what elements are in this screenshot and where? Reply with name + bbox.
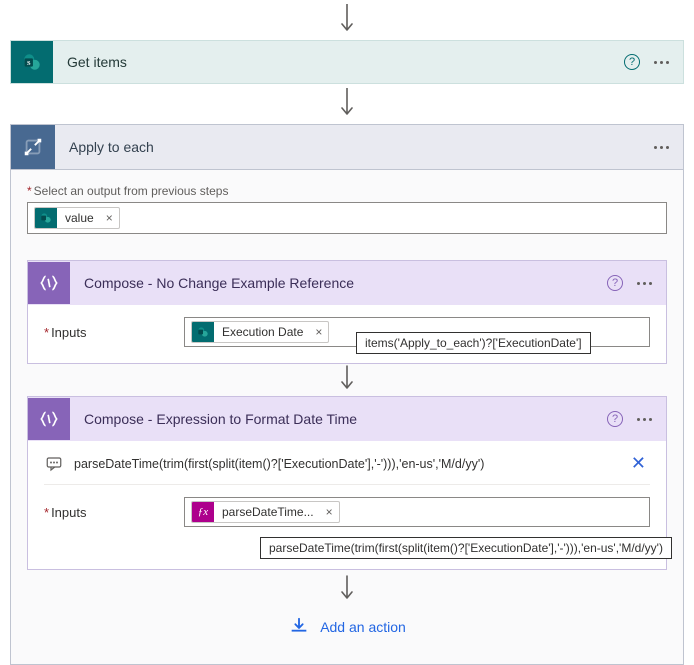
comment-icon (44, 454, 64, 474)
inputs-label: *Inputs (44, 505, 184, 520)
flow-connector (10, 0, 684, 40)
compose-header[interactable]: Compose - No Change Example Reference ? (28, 261, 666, 305)
data-operation-icon (28, 398, 70, 440)
token-remove[interactable]: × (320, 505, 339, 519)
data-operation-icon (28, 262, 70, 304)
inputs-label: *Inputs (44, 325, 184, 340)
insert-step-icon (288, 616, 310, 638)
add-action-button[interactable]: Add an action (27, 616, 667, 638)
token-fx-expression[interactable]: ƒx parseDateTime... × (191, 501, 340, 523)
token-remove[interactable]: × (309, 325, 328, 339)
control-apply-to-each: Apply to each *Select an output from pre… (10, 124, 684, 665)
select-output-input[interactable]: value × (27, 202, 667, 234)
expression-readout: parseDateTime(trim(first(split(item()?['… (74, 457, 617, 471)
help-icon[interactable]: ? (607, 411, 623, 427)
action-title: Compose - Expression to Format Date Time (70, 411, 607, 427)
token-tooltip: items('Apply_to_each')?['ExecutionDate'] (356, 332, 591, 354)
token-remove[interactable]: × (100, 211, 119, 225)
inputs-field[interactable]: ƒx parseDateTime... × (184, 497, 650, 527)
more-menu[interactable] (654, 146, 669, 149)
field-label-select-output: *Select an output from previous steps (27, 184, 667, 198)
token-tooltip: parseDateTime(trim(first(split(item()?['… (260, 537, 672, 559)
action-get-items[interactable]: S Get items ? (10, 40, 684, 84)
token-label: Execution Date (214, 325, 309, 339)
sharepoint-icon (35, 207, 57, 229)
more-menu[interactable] (637, 418, 652, 421)
token-value[interactable]: value × (34, 207, 120, 229)
token-execution-date[interactable]: Execution Date × (191, 321, 329, 343)
sharepoint-icon: S (11, 41, 53, 83)
action-title: Get items (53, 54, 624, 70)
help-icon[interactable]: ? (607, 275, 623, 291)
action-compose-no-change: Compose - No Change Example Reference ? … (27, 260, 667, 364)
add-action-label: Add an action (320, 619, 406, 635)
flow-connector (27, 570, 667, 610)
loop-icon (11, 125, 55, 169)
apply-to-each-header[interactable]: Apply to each (11, 124, 683, 170)
sharepoint-icon (192, 321, 214, 343)
token-label: value (57, 211, 100, 225)
action-compose-format-datetime: Compose - Expression to Format Date Time… (27, 396, 667, 570)
flow-connector (27, 364, 667, 396)
control-title: Apply to each (55, 139, 654, 155)
fx-icon: ƒx (192, 501, 214, 523)
action-title: Compose - No Change Example Reference (70, 275, 607, 291)
clear-expression[interactable]: ✕ (627, 453, 650, 474)
flow-connector (10, 84, 684, 124)
token-label: parseDateTime... (214, 505, 320, 519)
svg-text:S: S (27, 60, 31, 67)
more-menu[interactable] (654, 61, 669, 64)
compose-header[interactable]: Compose - Expression to Format Date Time… (28, 397, 666, 441)
more-menu[interactable] (637, 282, 652, 285)
help-icon[interactable]: ? (624, 54, 640, 70)
